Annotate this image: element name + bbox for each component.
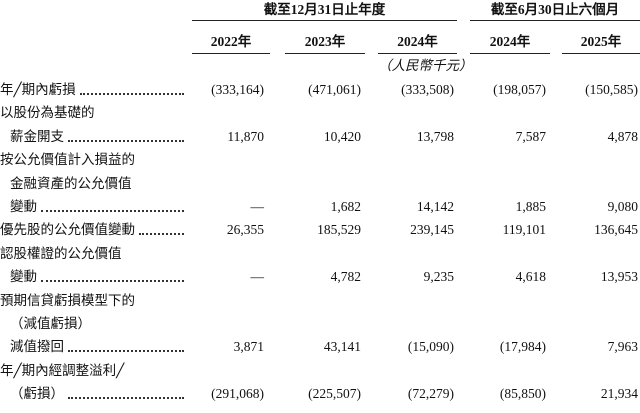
row-label: 金融資產的公允價值 xyxy=(10,176,186,192)
leader xyxy=(41,210,184,212)
value-cell: 43,141 xyxy=(323,339,361,355)
label-text: 薪金開支 xyxy=(10,128,64,144)
rule xyxy=(192,20,457,21)
value-cell: (17,984) xyxy=(499,339,546,355)
value-cell: — xyxy=(250,269,265,285)
rule xyxy=(192,53,270,54)
year-header: 2024年 xyxy=(489,34,531,49)
label-text: 以股份為基礎的 xyxy=(0,105,95,121)
label-text: 年╱期內經調整溢利╱ xyxy=(0,362,125,378)
row-label: 優先股的公允價值變動 xyxy=(0,222,186,238)
leader xyxy=(79,93,184,95)
value-cell: 239,145 xyxy=(410,222,454,238)
value-cell: 26,355 xyxy=(226,222,264,238)
value-cell: 3,871 xyxy=(233,339,264,355)
value-cell: (225,507) xyxy=(308,386,361,402)
rule xyxy=(285,53,365,54)
value-cell: 4,878 xyxy=(607,128,638,144)
row-label: 預期信貸虧損模型下的 xyxy=(0,293,186,309)
year-header: 2023年 xyxy=(304,34,346,49)
year-header: 2022年 xyxy=(210,34,252,49)
row-label: 變動 xyxy=(10,199,186,215)
group-header: 截至6月30日止六個月 xyxy=(490,2,620,17)
value-cell: — xyxy=(250,199,265,214)
label-text: 金融資產的公允價值 xyxy=(10,175,132,191)
label-text: 減值撥回 xyxy=(10,339,64,355)
value-cell: 119,101 xyxy=(502,222,546,238)
row-label: 年╱期內虧損 xyxy=(0,82,186,98)
value-cell: (198,057) xyxy=(493,82,546,97)
value-cell: (471,061) xyxy=(308,82,361,97)
value-cell: 185,529 xyxy=(317,222,361,238)
value-cell: (85,850) xyxy=(499,386,546,402)
value-cell: 11,870 xyxy=(227,128,264,144)
row-label: 減值撥回 xyxy=(10,339,186,355)
value-cell: 10,420 xyxy=(323,128,361,144)
value-cell: 1,885 xyxy=(515,199,546,214)
label-text: （減值虧損） xyxy=(10,316,91,331)
leader xyxy=(68,350,184,353)
rule xyxy=(470,20,640,21)
value-cell: (291,068) xyxy=(211,386,264,402)
value-cell: (72,279) xyxy=(407,386,454,402)
row-label: 按公允價值計入損益的 xyxy=(0,152,186,168)
label-text: 年╱期內虧損 xyxy=(0,82,76,97)
label-text: 變動 xyxy=(10,269,37,285)
label-text: 按公允價值計入損益的 xyxy=(0,152,135,168)
label-text: 變動 xyxy=(10,199,37,214)
row-label: 薪金開支 xyxy=(10,129,186,145)
value-cell: 4,618 xyxy=(515,269,546,285)
value-cell: 13,798 xyxy=(416,128,454,144)
value-cell: 7,963 xyxy=(607,339,638,355)
value-cell: (333,508) xyxy=(401,82,454,97)
rule xyxy=(378,53,457,54)
leader xyxy=(68,397,184,400)
row-label: 變動 xyxy=(10,269,186,285)
unit-note: （人民幣千元） xyxy=(378,58,473,73)
value-cell: 4,782 xyxy=(330,269,361,285)
value-cell: 13,953 xyxy=(600,269,638,285)
value-cell: 1,682 xyxy=(330,199,361,214)
leader xyxy=(139,233,184,236)
rule xyxy=(562,53,640,54)
label-text: 優先股的公允價值變動 xyxy=(0,222,135,238)
value-cell: 136,645 xyxy=(594,222,638,238)
row-label: 年╱期內經調整溢利╱ xyxy=(0,363,186,379)
label-text: 預期信貸虧損模型下的 xyxy=(0,292,135,308)
value-cell: (150,585) xyxy=(585,82,638,97)
group-header: 截至12月31日止年度 xyxy=(263,2,386,17)
value-cell: (333,164) xyxy=(211,82,264,97)
row-label: （減值虧損） xyxy=(10,316,186,332)
value-cell: 9,235 xyxy=(423,269,454,285)
leader xyxy=(41,280,184,283)
value-cell: 21,934 xyxy=(600,386,638,402)
label-text: 認股權證的公允價值 xyxy=(0,245,122,261)
label-text: （虧損） xyxy=(10,386,64,402)
rule xyxy=(470,53,550,54)
leader xyxy=(68,139,184,142)
value-cell: 14,142 xyxy=(416,199,454,214)
year-header: 2024年 xyxy=(397,34,438,49)
value-cell: 9,080 xyxy=(607,199,638,214)
value-cell: (15,090) xyxy=(407,339,454,355)
row-label: （虧損） xyxy=(10,386,186,402)
row-label: 認股權證的公允價值 xyxy=(0,246,186,262)
year-header: 2025年 xyxy=(580,34,622,49)
value-cell: 7,587 xyxy=(515,128,546,144)
row-label: 以股份為基礎的 xyxy=(0,105,186,121)
